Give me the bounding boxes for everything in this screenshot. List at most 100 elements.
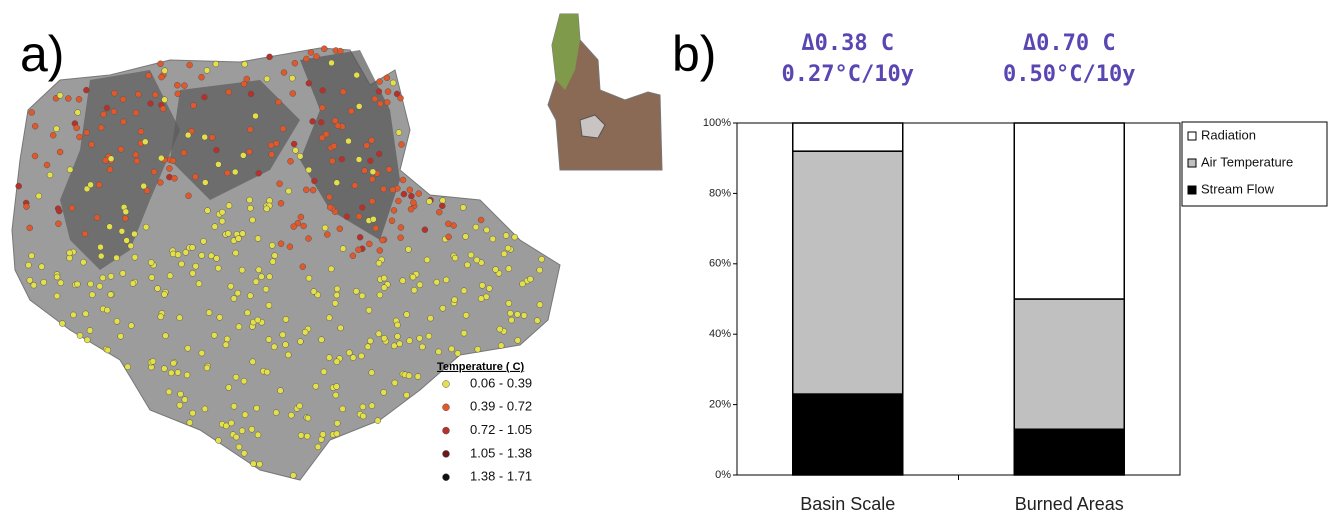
stream-point xyxy=(276,180,283,187)
stream-point xyxy=(403,391,410,399)
stream-point xyxy=(462,233,469,240)
bar-segment xyxy=(1013,298,1125,430)
stream-point xyxy=(113,254,120,262)
stream-point xyxy=(492,266,499,273)
stream-point xyxy=(304,414,312,422)
stream-point xyxy=(399,176,407,184)
stream-point xyxy=(249,216,256,224)
stream-point xyxy=(238,427,246,435)
stream-point xyxy=(349,354,357,361)
stream-point xyxy=(247,204,254,212)
stream-point xyxy=(410,286,418,294)
stream-point xyxy=(73,124,80,132)
stream-point xyxy=(496,325,504,333)
stream-point xyxy=(55,220,62,227)
stream-point xyxy=(181,396,189,403)
stream-point xyxy=(177,390,184,398)
stream-point xyxy=(68,204,76,212)
stream-point xyxy=(186,419,194,426)
stream-point xyxy=(190,102,197,109)
stream-point xyxy=(255,266,263,274)
stream-point xyxy=(497,342,505,349)
stream-point xyxy=(83,86,90,94)
stream-point xyxy=(390,207,398,214)
stream-point xyxy=(277,387,284,394)
stream-point xyxy=(507,309,514,317)
stream-point xyxy=(192,262,199,270)
stream-point xyxy=(536,301,544,308)
stream-point xyxy=(107,273,115,280)
stream-point xyxy=(376,291,384,299)
bar-segment xyxy=(792,150,904,395)
stream-point xyxy=(467,251,475,259)
stream-point xyxy=(268,242,276,249)
stream-point xyxy=(99,274,107,282)
stream-point xyxy=(330,142,338,150)
stream-point xyxy=(152,91,159,98)
stream-point xyxy=(353,288,360,295)
stream-point xyxy=(161,96,168,103)
stream-point xyxy=(339,245,347,252)
stream-point xyxy=(75,96,83,103)
stream-point xyxy=(238,266,246,274)
stream-point xyxy=(271,252,278,259)
stream-point xyxy=(310,288,318,295)
stream-point xyxy=(343,213,351,220)
stream-point xyxy=(279,125,287,132)
stream-point xyxy=(215,264,222,272)
legend-swatch xyxy=(442,403,450,412)
stream-point xyxy=(355,103,363,110)
stream-point xyxy=(250,460,257,468)
stream-point xyxy=(266,53,273,61)
stream-point xyxy=(448,345,455,353)
stream-point xyxy=(247,292,254,299)
stream-point xyxy=(279,331,286,339)
stream-point xyxy=(398,141,405,148)
stream-point xyxy=(119,96,127,103)
stream-point xyxy=(74,109,81,116)
stream-point xyxy=(255,169,262,177)
stream-point xyxy=(241,60,248,68)
stream-point xyxy=(309,186,317,194)
legend-swatch xyxy=(1187,185,1197,195)
stream-point xyxy=(299,263,307,270)
stream-point xyxy=(232,249,239,257)
stream-point xyxy=(534,317,541,324)
stream-point xyxy=(122,208,130,216)
annotation: 0.50°C/10y xyxy=(1003,62,1135,87)
stream-point xyxy=(216,314,223,321)
stream-point xyxy=(538,255,545,263)
stream-point xyxy=(400,190,408,198)
stream-point xyxy=(376,78,383,85)
stream-point xyxy=(145,72,152,79)
stream-point xyxy=(110,108,118,115)
stream-point xyxy=(370,216,377,223)
legend-swatch xyxy=(442,473,450,481)
stream-point xyxy=(232,373,240,381)
stream-point xyxy=(368,369,375,376)
stream-point xyxy=(241,411,249,418)
stream-point xyxy=(161,291,168,298)
stream-point xyxy=(215,161,222,168)
stream-point xyxy=(282,316,290,323)
stream-point xyxy=(240,450,248,457)
stream-point xyxy=(233,433,240,441)
stream-point xyxy=(296,153,304,160)
stream-point xyxy=(435,348,442,356)
stream-point xyxy=(56,148,64,156)
stream-point xyxy=(334,420,341,427)
stream-point xyxy=(166,272,174,279)
stream-point xyxy=(383,99,391,106)
stream-point xyxy=(416,281,424,289)
panel-label: b) xyxy=(672,26,716,82)
stream-point xyxy=(97,124,105,131)
stream-point xyxy=(305,80,313,87)
stream-point xyxy=(317,119,325,126)
stream-point xyxy=(209,134,216,141)
stream-point xyxy=(171,175,178,182)
stream-point xyxy=(228,419,235,427)
stream-point xyxy=(28,252,35,260)
annotation: Δ0.70 C xyxy=(1023,31,1116,56)
stream-point xyxy=(30,281,38,289)
stream-point xyxy=(158,154,165,162)
